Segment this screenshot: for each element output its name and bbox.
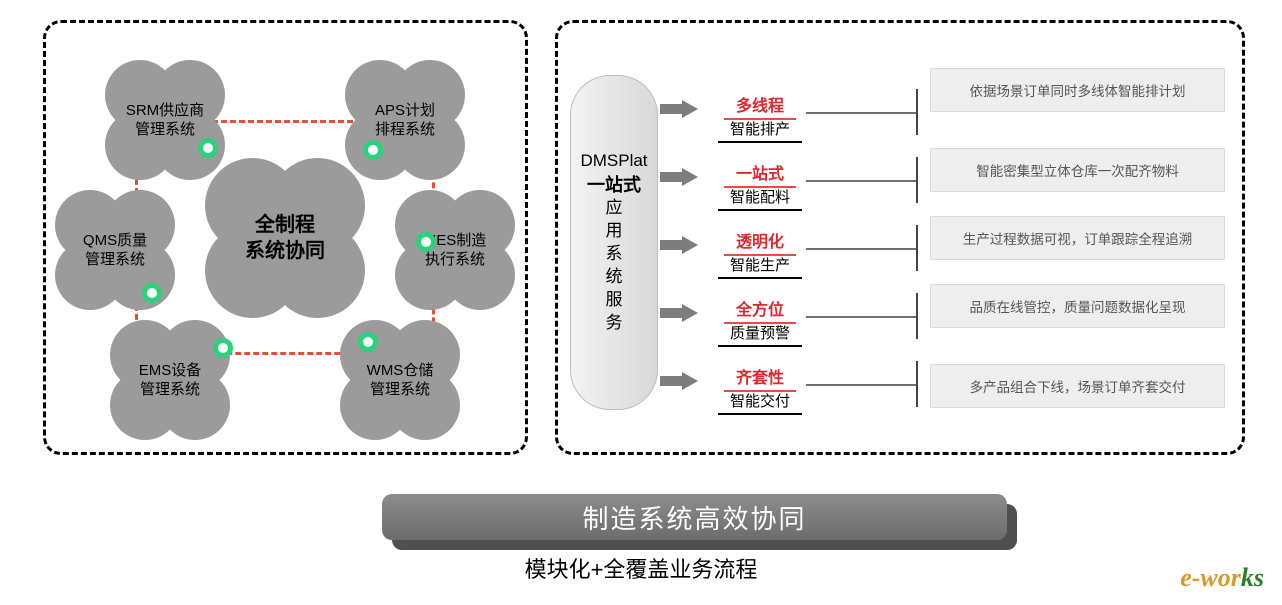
- arrow-icon: [660, 168, 700, 186]
- banner-text: 制造系统高效协同: [582, 499, 806, 536]
- feature-4: 齐套性 智能交付: [700, 364, 820, 415]
- eworks-logo: e-works: [1180, 563, 1264, 593]
- clover-srm-line2: 管理系统: [135, 120, 195, 140]
- clover-mes: MES制造 执行系统: [395, 190, 515, 310]
- clover-center: 全制程 系统协同: [205, 158, 365, 318]
- clover-mes-line2: 执行系统: [425, 250, 485, 270]
- arrow-icon: [660, 236, 700, 254]
- connector-line: [806, 180, 916, 182]
- separator-icon: [916, 225, 918, 271]
- feature-1-red: 一站式: [724, 160, 796, 188]
- clover-qms-line2: 管理系统: [85, 250, 145, 270]
- logo-tail: ks: [1241, 563, 1264, 592]
- separator-icon: [916, 89, 918, 135]
- separator-icon: [916, 157, 918, 203]
- capsule-name: DMSPlat: [580, 150, 647, 173]
- capsule-tail-3: 系: [606, 243, 623, 266]
- feature-0-blk: 智能排产: [718, 118, 802, 143]
- connector-line: [806, 112, 916, 114]
- clover-center-line2: 系统协同: [245, 238, 325, 264]
- subtitle: 模块化+全覆盖业务流程: [0, 552, 1282, 584]
- capsule-tail: 应 用 系 统 服 务: [606, 197, 623, 335]
- feature-4-red: 齐套性: [724, 364, 796, 392]
- arrow-icon: [660, 372, 700, 390]
- link-dot-icon: [142, 283, 162, 303]
- feature-2: 透明化 智能生产: [700, 228, 820, 279]
- feature-1: 一站式 智能配料: [700, 160, 820, 211]
- separator-icon: [916, 361, 918, 407]
- link-dot-icon: [358, 332, 378, 352]
- logo-main: e-wor: [1180, 563, 1241, 592]
- clover-ems: EMS设备 管理系统: [110, 320, 230, 440]
- desc-2: 生产过程数据可视，订单跟踪全程追溯: [930, 216, 1225, 260]
- desc-0: 依据场景订单同时多线体智能排计划: [930, 68, 1225, 112]
- capsule-tail-5: 服: [606, 289, 623, 312]
- capsule-bold: 一站式: [587, 173, 641, 197]
- feature-3: 全方位 质量预警: [700, 296, 820, 347]
- dmsplat-capsule: DMSPlat 一站式 应 用 系 统 服 务: [570, 75, 658, 410]
- link-dot-icon: [363, 140, 383, 160]
- connector-line: [806, 316, 916, 318]
- clover-wms-line1: WMS仓储: [367, 361, 434, 381]
- clover-ems-line1: EMS设备: [139, 361, 202, 381]
- capsule-tail-1: 应: [606, 197, 623, 220]
- feature-4-blk: 智能交付: [718, 390, 802, 415]
- link-dot-icon: [198, 138, 218, 158]
- feature-0-red: 多线程: [724, 92, 796, 120]
- feature-3-red: 全方位: [724, 296, 796, 324]
- feature-0: 多线程 智能排产: [700, 92, 820, 143]
- capsule-tail-4: 统: [606, 266, 623, 289]
- feature-2-blk: 智能生产: [718, 254, 802, 279]
- arrow-icon: [660, 100, 700, 118]
- separator-icon: [916, 293, 918, 339]
- feature-1-blk: 智能配料: [718, 186, 802, 211]
- link-dot-icon: [213, 338, 233, 358]
- clover-wms-line2: 管理系统: [370, 380, 430, 400]
- clover-qms-line1: QMS质量: [83, 231, 147, 251]
- feature-3-blk: 质量预警: [718, 322, 802, 347]
- clover-aps-line1: APS计划: [375, 101, 435, 121]
- connector-line: [806, 248, 916, 250]
- clover-aps: APS计划 排程系统: [345, 60, 465, 180]
- link-dot-icon: [416, 232, 436, 252]
- desc-1: 智能密集型立体仓库一次配齐物料: [930, 148, 1225, 192]
- clover-aps-line2: 排程系统: [375, 120, 435, 140]
- clover-ems-line2: 管理系统: [140, 380, 200, 400]
- capsule-tail-6: 务: [606, 312, 623, 335]
- desc-4: 多产品组合下线，场景订单齐套交付: [930, 364, 1225, 408]
- clover-srm: SRM供应商 管理系统: [105, 60, 225, 180]
- desc-3: 品质在线管控，质量问题数据化呈现: [930, 284, 1225, 328]
- feature-2-red: 透明化: [724, 228, 796, 256]
- banner: 制造系统高效协同: [382, 494, 1007, 540]
- arrow-icon: [660, 304, 700, 322]
- clover-srm-line1: SRM供应商: [126, 101, 204, 121]
- connector-line: [806, 384, 916, 386]
- clover-center-line1: 全制程: [255, 212, 315, 238]
- capsule-tail-2: 用: [606, 220, 623, 243]
